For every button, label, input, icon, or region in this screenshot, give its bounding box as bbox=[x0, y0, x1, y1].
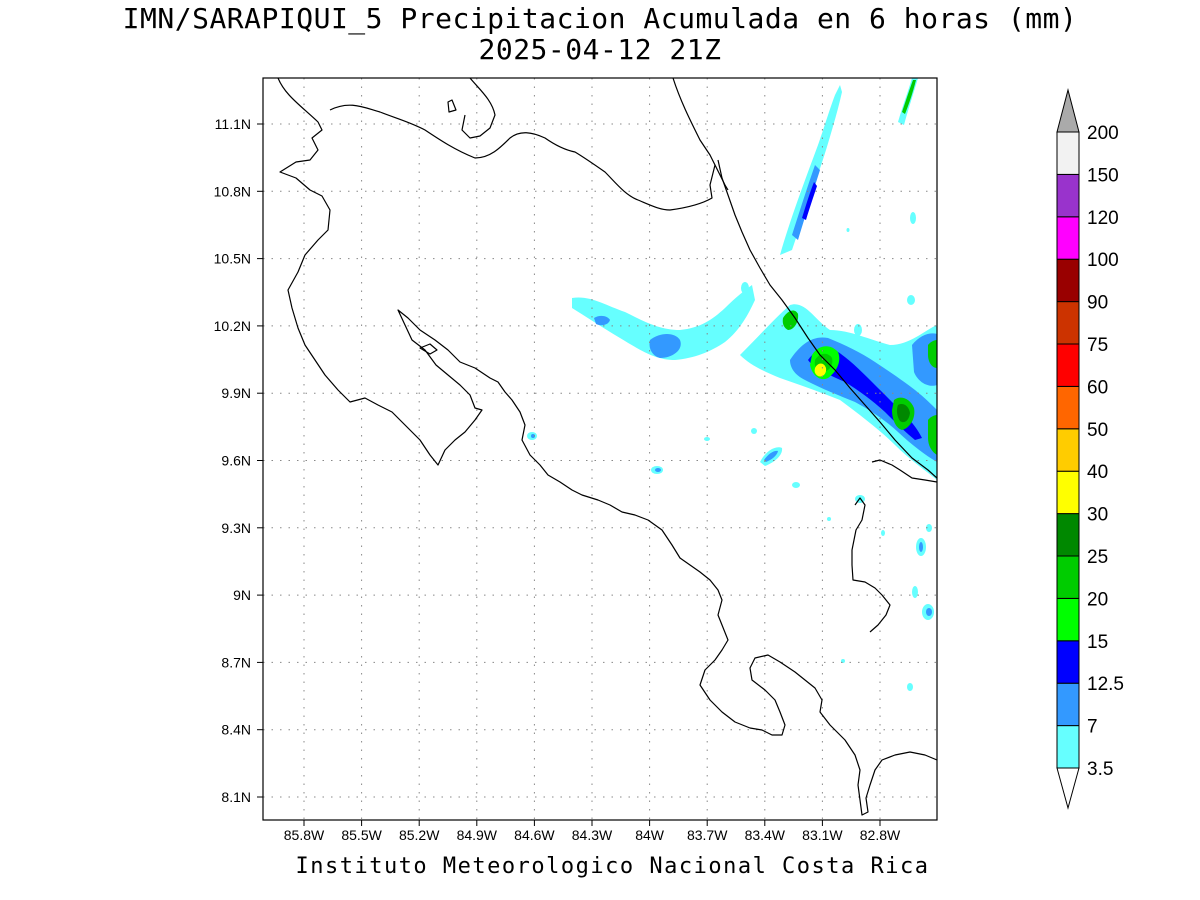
map-title: IMN/SARAPIQUI_5 Precipitacion Acumulada … bbox=[122, 2, 1078, 35]
lat-tick-label: 11.1N bbox=[215, 116, 251, 132]
lon-tick-label: 83.4W bbox=[745, 827, 786, 843]
graticule bbox=[263, 78, 937, 820]
coastline bbox=[277, 78, 937, 816]
lon-tick-label: 83.1W bbox=[802, 827, 843, 843]
colorbar-label: 120 bbox=[1087, 208, 1119, 229]
colorbar-label: 30 bbox=[1087, 505, 1108, 526]
colorbar-swatch bbox=[1056, 725, 1080, 769]
lon-tick-label: 84.6W bbox=[514, 827, 555, 843]
lat-tick-label: 8.4N bbox=[221, 722, 251, 738]
colorbar-label: 150 bbox=[1087, 165, 1119, 186]
colorbar-swatch bbox=[1056, 343, 1080, 387]
colorbar-label: 60 bbox=[1087, 377, 1108, 398]
colorbar-label: 100 bbox=[1087, 250, 1119, 271]
lon-tick-label: 84W bbox=[635, 827, 665, 843]
lat-tick-label: 10.2N bbox=[214, 318, 251, 334]
latitude-labels: 11.1N 10.8N 10.5N 10.2N 9.9N 9.6N 9.3N 9N 8.7N 8.… bbox=[214, 116, 263, 805]
lat-tick-label: 9N bbox=[233, 587, 251, 603]
colorbar-label: 200 bbox=[1087, 123, 1119, 144]
colorbar-label: 12.5 bbox=[1087, 674, 1124, 695]
lat-tick-label: 9.9N bbox=[221, 385, 251, 401]
map-date: 2025-04-12 21Z bbox=[478, 33, 722, 66]
footer-credit: Instituto Meteorologico Nacional Costa R… bbox=[295, 854, 930, 879]
precipitation-field bbox=[527, 78, 937, 691]
colorbar-swatch bbox=[1056, 173, 1080, 218]
colorbar-swatch bbox=[1056, 470, 1080, 515]
colorbar-label: 20 bbox=[1087, 589, 1108, 610]
colorbar-legend: 3.5 7 12.5 15 20 25 30 40 50 60 75 90 100 120 150 200 bbox=[1056, 88, 1124, 810]
colorbar-swatch bbox=[1056, 597, 1080, 642]
colorbar-label: 7 bbox=[1087, 717, 1098, 738]
lat-tick-label: 8.7N bbox=[221, 654, 251, 670]
colorbar-swatch bbox=[1056, 258, 1080, 303]
colorbar-swatch bbox=[1056, 513, 1080, 557]
colorbar-label: 50 bbox=[1087, 420, 1108, 441]
colorbar-label: 15 bbox=[1087, 632, 1108, 653]
colorbar-label: 75 bbox=[1087, 335, 1108, 356]
colorbar-swatch bbox=[1056, 640, 1080, 684]
colorbar-swatch bbox=[1056, 385, 1080, 430]
lon-tick-label: 83.7W bbox=[687, 827, 728, 843]
lon-tick-label: 85.8W bbox=[284, 827, 325, 843]
colorbar-max-arrow bbox=[1056, 88, 1080, 133]
colorbar-label: 3.5 bbox=[1087, 759, 1113, 780]
colorbar-label: 25 bbox=[1087, 547, 1108, 568]
colorbar-min-arrow bbox=[1056, 767, 1080, 810]
colorbar-swatch bbox=[1056, 682, 1080, 727]
colorbar-label: 90 bbox=[1087, 293, 1108, 314]
lat-tick-label: 9.6N bbox=[221, 453, 251, 469]
colorbar-swatch bbox=[1056, 216, 1080, 260]
colorbar-swatch bbox=[1056, 301, 1080, 345]
longitude-labels: 85.8W 85.5W 85.2W 84.9W 84.6W 84.3W 84W 83.7W 83… bbox=[284, 820, 901, 843]
lon-tick-label: 85.2W bbox=[399, 827, 440, 843]
lat-tick-label: 8.1N bbox=[221, 789, 251, 805]
lon-tick-label: 85.5W bbox=[341, 827, 382, 843]
colorbar-swatch bbox=[1056, 131, 1080, 175]
colorbar-label: 40 bbox=[1087, 462, 1108, 483]
lon-tick-label: 82.8W bbox=[860, 827, 901, 843]
lat-tick-label: 10.5N bbox=[214, 251, 251, 267]
lat-tick-label: 9.3N bbox=[221, 520, 251, 536]
lon-tick-label: 84.3W bbox=[572, 827, 613, 843]
lon-tick-label: 84.9W bbox=[457, 827, 498, 843]
colorbar-swatch bbox=[1056, 428, 1080, 472]
colorbar-swatch bbox=[1056, 555, 1080, 599]
lat-tick-label: 10.8N bbox=[214, 183, 251, 199]
